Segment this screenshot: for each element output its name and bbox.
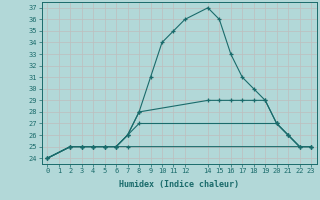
X-axis label: Humidex (Indice chaleur): Humidex (Indice chaleur)	[119, 180, 239, 189]
